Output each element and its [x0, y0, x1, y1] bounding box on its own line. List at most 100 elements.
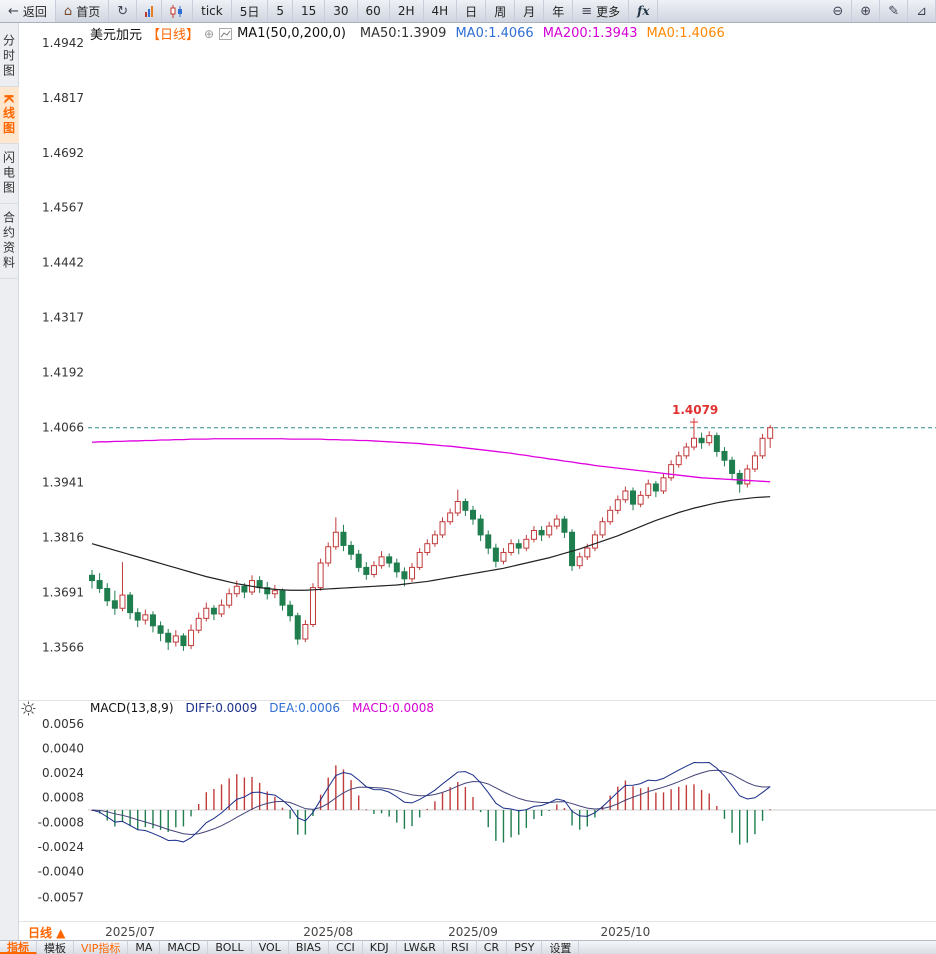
ma-indicator-icon[interactable]	[219, 27, 233, 40]
draw-button[interactable]: ✎	[880, 0, 909, 22]
menu-icon: ≡	[581, 3, 593, 19]
zoom-in-button[interactable]: ⊕	[852, 0, 881, 22]
candle	[736, 469, 743, 493]
candle	[332, 517, 339, 550]
indicator-tab-PSY[interactable]: PSY	[507, 941, 543, 954]
candle	[668, 460, 675, 481]
candle	[218, 599, 225, 618]
indicator-tab-CCI[interactable]: CCI	[329, 941, 363, 954]
x-axis-row: 2025/07 2025/08 2025/09 2025/10	[19, 921, 936, 941]
candle	[249, 575, 256, 596]
refresh-icon: ↻	[117, 3, 129, 19]
candle	[271, 584, 278, 599]
volume-chart-button[interactable]	[137, 0, 163, 22]
period-button-60[interactable]: 60	[358, 0, 390, 22]
candle	[409, 563, 416, 582]
candle	[470, 505, 476, 525]
candle	[119, 562, 126, 612]
macd-readouts: DIFF:0.0009 DEA:0.0006 MACD:0.0008	[186, 701, 435, 715]
period-button-5[interactable]: 5	[268, 0, 293, 22]
sidebar-item-闪电图[interactable]: 闪电图	[0, 144, 19, 205]
candle	[340, 524, 347, 552]
back-button[interactable]: ← 返回	[0, 0, 56, 22]
period-button-15[interactable]: 15	[293, 0, 326, 22]
candle	[729, 456, 736, 480]
macd-readout: DEA:0.0006	[269, 701, 341, 715]
candle	[348, 541, 355, 560]
indicator-tab-KDJ[interactable]: KDJ	[363, 941, 397, 954]
macd-readout: DIFF:0.0009	[185, 701, 258, 715]
svg-text:-0.0008: -0.0008	[38, 815, 84, 829]
sidebar-item-合约资料[interactable]: 合约资料	[0, 204, 19, 280]
ma-params: MA1(50,0,200,0)	[237, 26, 346, 41]
triangle-icon: ⊿	[916, 3, 927, 19]
home-button[interactable]: ⌂ 首页	[56, 0, 110, 22]
period-button-30[interactable]: 30	[325, 0, 358, 22]
fx-button[interactable]: fx	[629, 0, 659, 22]
timeframe-tag[interactable]: 日线 ▲	[28, 926, 66, 940]
svg-text:-0.0024: -0.0024	[38, 840, 84, 854]
period-button-2H[interactable]: 2H	[390, 0, 424, 22]
candle	[309, 583, 316, 628]
more-button[interactable]: ≡ 更多	[573, 0, 630, 22]
candle	[386, 553, 393, 568]
indicator-tab-VOL[interactable]: VOL	[252, 941, 289, 954]
indicator-tab-BIAS[interactable]: BIAS	[289, 941, 330, 954]
indicator-tab-MA[interactable]: MA	[128, 941, 161, 954]
ma-readout: MA0:1.4066	[455, 26, 534, 41]
sidebar-item-K线图[interactable]: K线图	[0, 87, 19, 145]
candle	[561, 516, 568, 538]
candle	[660, 473, 667, 495]
candle-style-button[interactable]	[162, 0, 194, 22]
candle	[576, 552, 583, 569]
vip-indicators-button[interactable]: VIP指标	[74, 941, 129, 954]
collapse-icon[interactable]: ⊕	[204, 26, 215, 41]
tab-模板[interactable]: 模板	[37, 941, 74, 954]
indicator-tab-MACD[interactable]: MACD	[160, 941, 209, 954]
measure-button[interactable]: ⊿	[908, 0, 936, 22]
indicator-settings-icon[interactable]	[21, 701, 36, 716]
home-label: 首页	[76, 4, 101, 19]
candle	[195, 612, 202, 634]
macd-histogram	[91, 765, 771, 845]
svg-text:1.4567: 1.4567	[42, 201, 84, 215]
candle	[378, 551, 385, 569]
period-button-月[interactable]: 月	[515, 0, 545, 22]
period-button-5日[interactable]: 5日	[232, 0, 269, 22]
candle	[652, 480, 659, 498]
candle	[89, 570, 95, 589]
candle	[538, 526, 545, 542]
refresh-button[interactable]: ↻	[109, 0, 138, 22]
zoom-out-button[interactable]: ⊖	[824, 0, 853, 22]
sidebar-item-分时图[interactable]: 分时图	[0, 27, 19, 87]
period-button-年[interactable]: 年	[544, 0, 574, 22]
candle	[127, 592, 134, 620]
indicator-tab-RSI[interactable]: RSI	[444, 941, 477, 954]
period-button-周[interactable]: 周	[486, 0, 516, 22]
indicator-tab-LW&R[interactable]: LW&R	[397, 941, 444, 954]
macd-readout: MACD:0.0008	[352, 701, 435, 715]
candle	[485, 530, 492, 555]
candle	[569, 529, 576, 571]
period-button-4H[interactable]: 4H	[424, 0, 458, 22]
candle	[96, 573, 103, 593]
candle	[751, 451, 758, 473]
candle	[355, 549, 362, 572]
indicator-tab-BOLL[interactable]: BOLL	[208, 941, 252, 954]
indicator-tab-CR[interactable]: CR	[477, 941, 508, 954]
period-button-日[interactable]: 日	[457, 0, 487, 22]
settings-button[interactable]: 设置	[542, 941, 580, 954]
symbol-title: 美元加元	[90, 28, 143, 43]
candle	[622, 486, 629, 503]
tab-指标[interactable]: 指标	[0, 941, 37, 954]
svg-text:1.3566: 1.3566	[42, 640, 84, 654]
period-button-tick[interactable]: tick	[193, 0, 232, 22]
ma-readout: MA200:1.3943	[542, 26, 638, 41]
candle	[439, 517, 446, 538]
candle	[690, 422, 697, 451]
candle	[698, 432, 705, 449]
macd-params: MACD(13,8,9)	[90, 701, 174, 715]
candle	[264, 581, 271, 600]
candle	[134, 608, 141, 628]
